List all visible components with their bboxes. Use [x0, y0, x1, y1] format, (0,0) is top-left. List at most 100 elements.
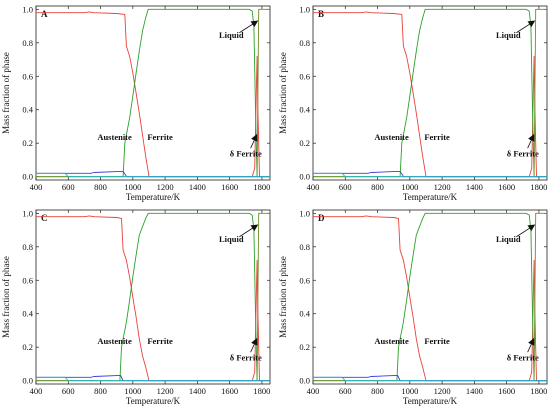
- y-tick-label: 0.6: [299, 71, 310, 81]
- x-tick-label: 1400: [466, 182, 483, 192]
- x-axis-title: Temperature/K: [126, 396, 181, 406]
- x-tick-label: 600: [339, 386, 352, 396]
- x-tick-label: 1200: [434, 182, 451, 192]
- plot-frame: [312, 209, 548, 385]
- series-blue-phase: [313, 171, 547, 178]
- x-tick-label: 1800: [530, 386, 547, 396]
- y-tick-label: 0.6: [22, 275, 33, 285]
- x-tick-label: 400: [30, 182, 43, 192]
- y-tick-label: 0.8: [299, 38, 310, 48]
- y-axis-title: Mass fraction of phase: [278, 52, 288, 134]
- x-tick-label: 1400: [189, 182, 206, 192]
- liquid-arrow: [239, 20, 259, 34]
- x-tick-label: 1200: [157, 386, 174, 396]
- x-tick-label: 1200: [157, 182, 174, 192]
- y-tick-label: 0.4: [299, 105, 310, 115]
- y-axis-title: Mass fraction of phase: [1, 256, 11, 338]
- delta-ferrite-arrow: [250, 133, 258, 149]
- annotation-liquid: Liquid: [219, 30, 244, 40]
- y-tick-label: 0.4: [22, 309, 33, 319]
- liquid-arrow: [516, 20, 536, 34]
- x-tick-label: 600: [339, 182, 352, 192]
- annotation-ferrite: Ferrite: [424, 336, 450, 346]
- x-tick-label: 800: [94, 182, 107, 192]
- annotation-ferrite: δ Ferrite: [507, 149, 539, 159]
- liquid-arrow: [516, 224, 536, 238]
- panel-letter: D: [318, 213, 325, 223]
- chart-panel-c: 400 600 800 1000 1200 1400 1600 1800 0.0 0.2 0.4 0.…: [1, 208, 270, 406]
- x-tick-label: 1200: [434, 386, 451, 396]
- y-tick-label: 1.0: [299, 4, 310, 14]
- chart-panel-d: 400 600 800 1000 1200 1400 1600 1800 0.0 0.2 0.4 0.…: [278, 208, 547, 406]
- plot-frame: [35, 5, 271, 181]
- x-tick-label: 1600: [498, 386, 515, 396]
- series-ferrite: [36, 11, 270, 178]
- series-cyan-phase: [313, 376, 547, 382]
- x-tick-label: 1400: [466, 386, 483, 396]
- y-tick-label: 0.8: [22, 38, 33, 48]
- y-tick-label: 0.2: [299, 138, 310, 148]
- x-tick-label: 400: [307, 386, 320, 396]
- y-tick-label: 0.0: [299, 172, 310, 182]
- delta-ferrite-arrow: [527, 133, 535, 149]
- x-axis-title: Temperature/K: [126, 192, 181, 202]
- series-ferrite: [313, 11, 547, 178]
- y-tick-label: 0.0: [22, 172, 33, 182]
- x-tick-label: 800: [94, 386, 107, 396]
- panel-letter: B: [318, 9, 324, 19]
- annotation-austenite: Austenite: [374, 336, 409, 346]
- x-tick-label: 600: [62, 182, 75, 192]
- series-cyan-phase: [313, 172, 547, 178]
- x-tick-label: 1000: [401, 386, 418, 396]
- annotation-ferrite: Ferrite: [147, 132, 173, 142]
- y-tick-label: 0.0: [299, 376, 310, 386]
- annotation-ferrite: δ Ferrite: [507, 353, 539, 363]
- y-tick-label: 0.2: [22, 342, 33, 352]
- x-tick-label: 1600: [221, 182, 238, 192]
- chart-panel-b: 400 600 800 1000 1200 1400 1600 1800 0.0 0.2 0.4 0.…: [278, 4, 547, 202]
- series-cyan-phase: [36, 376, 270, 382]
- y-tick-label: 1.0: [22, 4, 33, 14]
- x-tick-label: 1600: [498, 182, 515, 192]
- annotation-austenite: Austenite: [97, 132, 132, 142]
- x-tick-label: 600: [62, 386, 75, 396]
- x-axis-title: Temperature/K: [403, 192, 458, 202]
- x-tick-label: 800: [371, 386, 384, 396]
- panel-letter: A: [41, 9, 48, 19]
- x-tick-label: 1000: [401, 182, 418, 192]
- annotation-ferrite: δ Ferrite: [230, 353, 262, 363]
- delta-ferrite-arrow: [527, 337, 535, 353]
- x-axis-title: Temperature/K: [403, 396, 458, 406]
- x-tick-label: 1800: [253, 182, 270, 192]
- series-ferrite: [36, 215, 270, 382]
- x-tick-label: 400: [307, 182, 320, 192]
- annotation-liquid: Liquid: [496, 234, 521, 244]
- annotation-ferrite: Ferrite: [147, 336, 173, 346]
- delta-ferrite-arrow: [250, 337, 258, 353]
- y-tick-label: 0.8: [22, 242, 33, 252]
- y-tick-label: 1.0: [22, 208, 33, 218]
- x-tick-label: 1400: [189, 386, 206, 396]
- series-austenite: [36, 8, 270, 178]
- y-tick-label: 1.0: [299, 208, 310, 218]
- series-austenite: [313, 8, 547, 178]
- y-tick-label: 0.2: [299, 342, 310, 352]
- y-tick-label: 0.4: [22, 105, 33, 115]
- x-tick-label: 1600: [221, 386, 238, 396]
- y-tick-label: 0.6: [22, 71, 33, 81]
- annotation-austenite: Austenite: [374, 132, 409, 142]
- series-blue-phase: [36, 171, 270, 178]
- annotation-liquid: Liquid: [219, 234, 244, 244]
- y-tick-label: 0.8: [299, 242, 310, 252]
- panel-letter: C: [41, 213, 48, 223]
- y-axis-title: Mass fraction of phase: [278, 256, 288, 338]
- series-ferrite: [313, 215, 547, 382]
- y-tick-label: 0.2: [22, 138, 33, 148]
- plot-frame: [312, 5, 548, 181]
- annotation-liquid: Liquid: [496, 30, 521, 40]
- series-blue-phase: [313, 375, 547, 382]
- annotation-ferrite: Ferrite: [424, 132, 450, 142]
- series-blue-phase: [36, 375, 270, 382]
- y-axis-title: Mass fraction of phase: [1, 52, 11, 134]
